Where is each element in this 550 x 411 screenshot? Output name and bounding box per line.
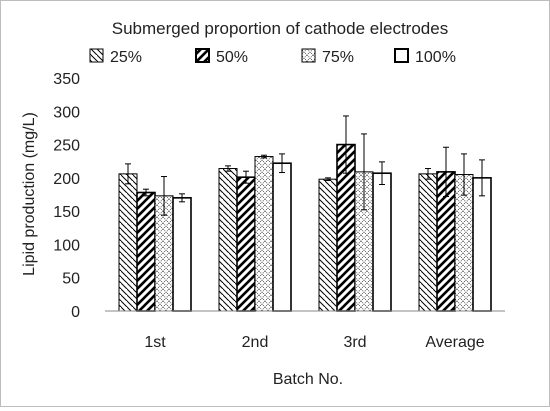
y-tick-label: 0 <box>71 304 80 321</box>
y-tick-label: 350 <box>53 71 80 88</box>
bar <box>136 191 156 312</box>
x-tick-label: 1st <box>144 334 166 351</box>
legend-item: 75% <box>301 48 354 66</box>
bar <box>172 197 192 312</box>
legend-item: 50% <box>195 48 248 66</box>
y-axis-ticks: 0 50 100 150 200 250 300 350 <box>53 71 80 321</box>
bar <box>254 156 274 312</box>
x-axis-ticks: 1st 2nd 3rd Average <box>144 334 484 351</box>
y-tick-label: 150 <box>53 204 80 221</box>
bar <box>218 168 238 312</box>
chart-title: Submerged proportion of cathode electrod… <box>112 19 448 38</box>
legend-swatch <box>301 48 316 63</box>
x-tick-label: 2nd <box>242 334 269 351</box>
legend-label: 75% <box>322 49 354 66</box>
bar <box>372 172 392 312</box>
x-tick-label: 3rd <box>343 334 366 351</box>
legend-label: 100% <box>415 49 456 66</box>
legend-item: 25% <box>89 48 142 66</box>
y-tick-label: 200 <box>53 171 80 188</box>
x-tick-label: Average <box>425 334 484 351</box>
x-axis-label: Batch No. <box>273 371 343 388</box>
legend-item: 100% <box>394 48 456 66</box>
bar <box>472 177 492 312</box>
bar <box>418 173 438 312</box>
bar <box>236 176 256 312</box>
y-tick-label: 100 <box>53 237 80 254</box>
bars <box>118 115 492 312</box>
y-tick-label: 50 <box>62 271 80 288</box>
y-axis-label: Lipid production (mg/L) <box>21 112 38 276</box>
bar <box>118 173 138 312</box>
y-tick-label: 250 <box>53 138 80 155</box>
legend: 25% 50% 75% 100% <box>89 48 456 66</box>
y-tick-label: 300 <box>53 104 80 121</box>
legend-swatch <box>394 48 409 63</box>
legend-label: 25% <box>110 49 142 66</box>
legend-swatch <box>195 48 210 63</box>
bar <box>272 162 292 312</box>
legend-label: 50% <box>216 49 248 66</box>
bar <box>318 178 338 312</box>
legend-swatch <box>89 48 104 63</box>
